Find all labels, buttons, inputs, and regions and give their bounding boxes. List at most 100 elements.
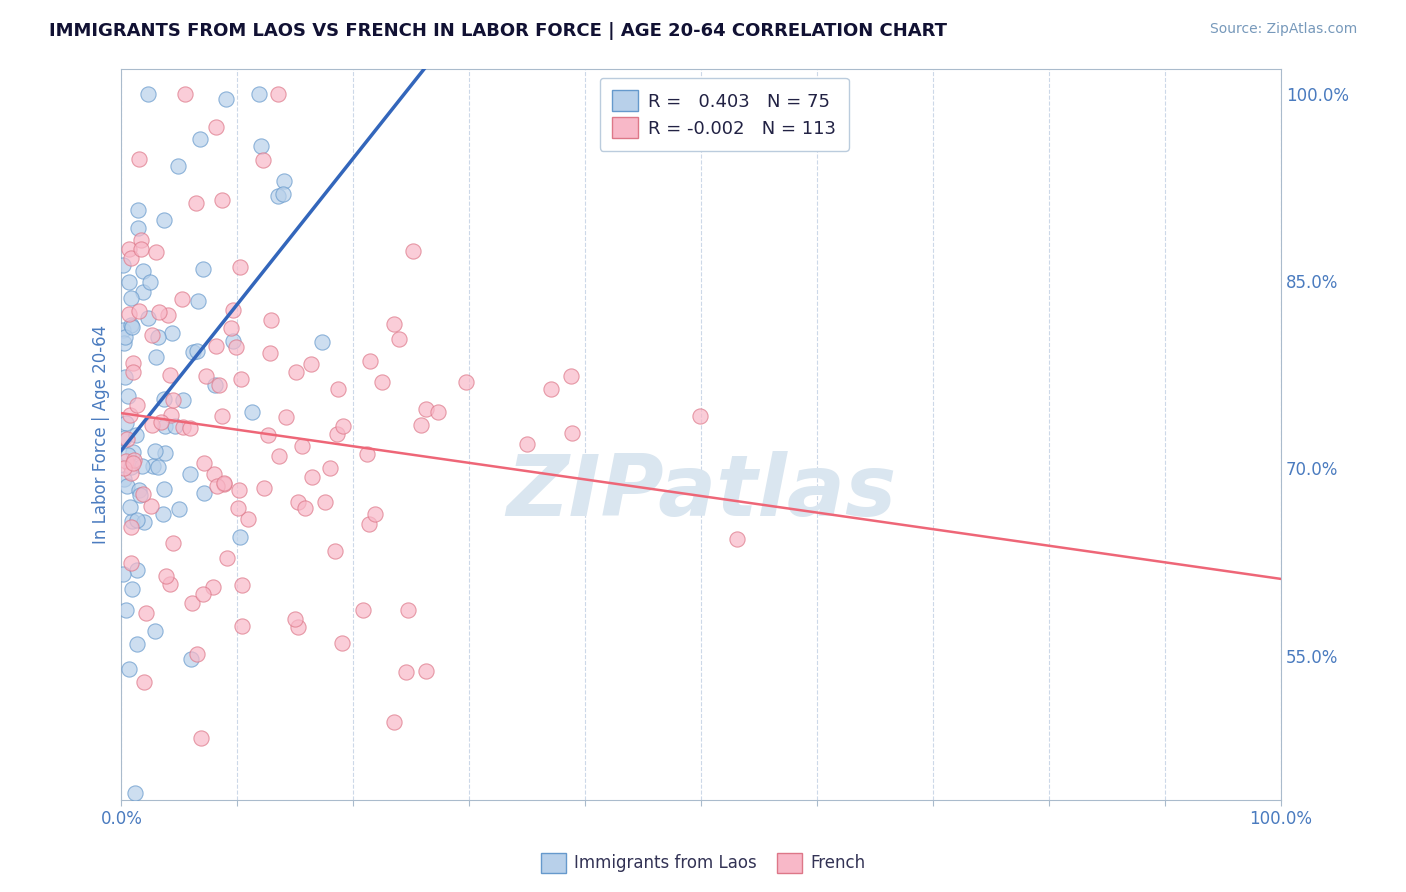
Point: [359, 354, 381, 368]
Point: [287, 620, 309, 634]
Point: [229, 372, 252, 386]
Point: [215, 92, 238, 106]
Point: [330, 636, 353, 650]
Point: [120, 318, 142, 332]
Point: [152, 508, 174, 522]
Point: [299, 357, 322, 371]
Point: [114, 454, 136, 468]
Point: [402, 244, 425, 258]
Point: [184, 196, 207, 211]
Point: [145, 244, 167, 259]
Point: [114, 370, 136, 384]
Point: [212, 477, 235, 491]
Point: [186, 647, 208, 661]
Point: [112, 461, 135, 475]
Point: [148, 305, 170, 319]
Point: [115, 417, 138, 431]
Point: [561, 426, 583, 441]
Point: [125, 398, 148, 412]
Point: [131, 233, 153, 247]
Point: [193, 262, 215, 277]
Point: [153, 419, 176, 434]
Legend: Immigrants from Laos, French: Immigrants from Laos, French: [534, 847, 872, 880]
Point: [145, 350, 167, 364]
Point: [125, 427, 148, 442]
Point: [560, 369, 582, 384]
Point: [118, 275, 141, 289]
Point: [267, 87, 290, 101]
Point: [388, 332, 411, 346]
Point: [173, 87, 195, 101]
Point: [202, 580, 225, 594]
Point: [516, 437, 538, 451]
Point: [229, 260, 252, 274]
Point: [112, 431, 135, 445]
Point: [120, 408, 142, 422]
Point: [146, 330, 169, 344]
Point: [120, 519, 142, 533]
Point: [285, 366, 308, 380]
Point: [127, 637, 149, 651]
Point: [186, 343, 208, 358]
Point: [155, 446, 177, 460]
Point: [193, 486, 215, 500]
Y-axis label: In Labor Force | Age 20-64: In Labor Force | Age 20-64: [93, 325, 110, 543]
Point: [128, 153, 150, 167]
Point: [114, 602, 136, 616]
Point: [118, 243, 141, 257]
Point: [159, 576, 181, 591]
Point: [122, 456, 145, 470]
Point: [179, 467, 201, 481]
Point: [180, 596, 202, 610]
Point: [204, 377, 226, 392]
Point: [294, 501, 316, 516]
Point: [260, 312, 283, 326]
Point: [228, 530, 250, 544]
Point: [152, 392, 174, 406]
Point: [359, 516, 381, 531]
Point: [332, 418, 354, 433]
Legend: R =   0.403   N = 75, R = -0.002   N = 113: R = 0.403 N = 75, R = -0.002 N = 113: [600, 78, 849, 151]
Point: [382, 317, 405, 331]
Point: [325, 427, 347, 442]
Point: [371, 375, 394, 389]
Point: [122, 453, 145, 467]
Point: [155, 568, 177, 582]
Point: [181, 345, 204, 359]
Point: [219, 321, 242, 335]
Point: [120, 466, 142, 480]
Point: [122, 365, 145, 379]
Point: [231, 577, 253, 591]
Point: [141, 417, 163, 432]
Point: [117, 479, 139, 493]
Point: [127, 221, 149, 235]
Text: Source: ZipAtlas.com: Source: ZipAtlas.com: [1209, 22, 1357, 37]
Point: [236, 512, 259, 526]
Point: [188, 132, 211, 146]
Point: [145, 443, 167, 458]
Point: [211, 194, 233, 208]
Point: [134, 675, 156, 690]
Point: [127, 563, 149, 577]
Point: [136, 87, 159, 101]
Point: [205, 339, 228, 353]
Point: [205, 120, 228, 134]
Text: ZIPatlas: ZIPatlas: [506, 451, 897, 534]
Point: [212, 475, 235, 490]
Point: [427, 405, 450, 419]
Point: [240, 404, 263, 418]
Point: [121, 319, 143, 334]
Point: [124, 786, 146, 800]
Point: [153, 213, 176, 227]
Point: [132, 486, 155, 500]
Point: [252, 153, 274, 168]
Point: [159, 368, 181, 383]
Point: [415, 402, 437, 417]
Point: [117, 449, 139, 463]
Point: [415, 664, 437, 678]
Point: [193, 457, 215, 471]
Point: [138, 275, 160, 289]
Point: [143, 624, 166, 638]
Point: [319, 461, 342, 475]
Point: [120, 500, 142, 515]
